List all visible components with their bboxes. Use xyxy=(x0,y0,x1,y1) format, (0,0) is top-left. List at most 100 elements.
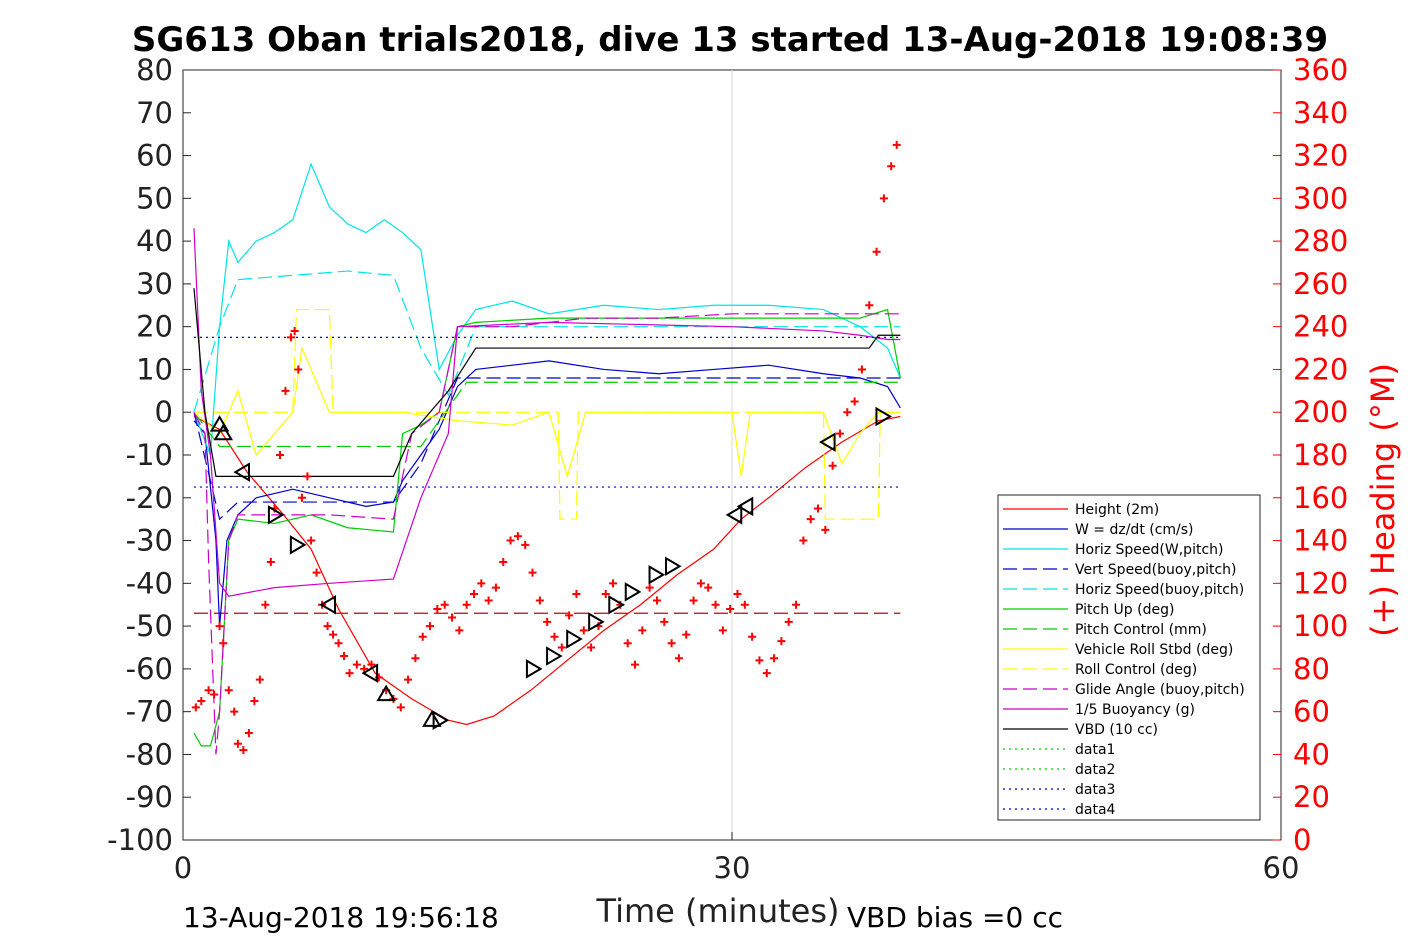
right-axis-label: (+) Heading (°M) xyxy=(1364,363,1402,637)
heading-point xyxy=(843,408,852,417)
left-tick-label: -30 xyxy=(126,524,173,558)
right-tick-label: 360 xyxy=(1293,53,1348,87)
heading-point xyxy=(872,247,881,256)
heading-point xyxy=(312,568,321,577)
triangle-marker xyxy=(525,659,543,679)
left-tick-label: 50 xyxy=(136,181,173,215)
chart-title: SG613 Oban trials2018, dive 13 started 1… xyxy=(132,20,1328,60)
left-tick-label: 80 xyxy=(136,53,173,87)
heading-point xyxy=(455,626,464,635)
series-line-2 xyxy=(193,162,901,456)
left-tick-label: -50 xyxy=(126,609,173,643)
heading-point xyxy=(623,639,632,648)
heading-point xyxy=(770,654,779,663)
legend-label: Pitch Up (deg) xyxy=(1075,602,1174,618)
heading-point xyxy=(784,617,793,626)
heading-point xyxy=(261,600,270,609)
heading-point xyxy=(340,652,349,661)
heading-point xyxy=(334,639,343,648)
heading-point xyxy=(275,451,284,459)
heading-point xyxy=(521,540,530,549)
heading-point xyxy=(418,632,427,641)
triangle-marker xyxy=(267,505,285,525)
heading-point xyxy=(814,504,823,513)
heading-point xyxy=(290,326,299,335)
left-tick-label: -40 xyxy=(126,566,173,600)
heading-point xyxy=(411,654,420,663)
legend-label: Glide Angle (buoy,pitch) xyxy=(1075,682,1245,698)
legend-label: Pitch Control (mm) xyxy=(1075,622,1207,638)
triangle-marker xyxy=(648,565,666,585)
triangle-marker xyxy=(376,684,396,702)
left-tick-label: 40 xyxy=(136,224,173,258)
series-line-11 xyxy=(193,288,901,477)
x-tick-label: 0 xyxy=(174,851,192,885)
heading-point xyxy=(303,472,312,481)
right-tick-label: 200 xyxy=(1293,395,1348,429)
heading-point xyxy=(499,557,508,566)
legend-label: VBD (10 cc) xyxy=(1075,722,1158,738)
heading-point xyxy=(433,605,442,613)
heading-point xyxy=(748,632,757,641)
heading-point xyxy=(191,703,200,712)
x-axis-ticks: 0 30 60 xyxy=(174,832,1299,885)
left-tick-label: -60 xyxy=(126,652,173,686)
heading-point xyxy=(718,626,727,635)
heading-point xyxy=(477,579,486,588)
heading-point xyxy=(733,590,742,599)
heading-point xyxy=(821,525,830,534)
heading-point xyxy=(352,660,361,669)
triangle-marker xyxy=(819,432,836,452)
heading-point xyxy=(506,536,515,545)
legend-label: data1 xyxy=(1075,742,1115,758)
right-tick-label: 180 xyxy=(1293,438,1348,472)
heading-point xyxy=(215,622,224,631)
heading-point xyxy=(638,626,647,635)
left-tick-label: 0 xyxy=(155,395,173,429)
triangle-marker xyxy=(665,556,682,576)
right-tick-label: 240 xyxy=(1293,310,1348,344)
right-axis-ticks: 3603403203002802602402202001801601401201… xyxy=(1273,53,1348,857)
right-tick-label: 280 xyxy=(1293,224,1348,258)
heading-point xyxy=(755,656,764,665)
heading-point xyxy=(601,590,610,599)
left-tick-label: 70 xyxy=(136,96,173,130)
triangle-marker xyxy=(624,582,642,602)
right-tick-label: 60 xyxy=(1293,695,1330,729)
triangle-markers xyxy=(209,406,893,730)
heading-point xyxy=(367,660,376,669)
series-line-3 xyxy=(193,377,901,521)
heading-point xyxy=(799,536,808,545)
right-tick-label: 100 xyxy=(1293,609,1348,643)
left-axis-ticks: 80 70 60 50 40 30 20 10 0 -10 -20 -30 -40 -50 -60 -70 -8… xyxy=(107,53,191,857)
heading-point xyxy=(462,600,471,609)
heading-point xyxy=(535,596,544,605)
heading-point xyxy=(239,746,248,755)
legend-label: Horiz Speed(buoy,pitch) xyxy=(1075,582,1244,598)
right-tick-label: 220 xyxy=(1293,352,1348,386)
legend-entries: Height (2m) W = dz/dt (cm/s) Horiz Speed(W… xyxy=(1003,502,1245,818)
heading-point xyxy=(828,461,837,470)
heading-point xyxy=(528,568,537,577)
series-lines xyxy=(193,162,901,755)
heading-point xyxy=(740,600,749,609)
left-tick-label: 20 xyxy=(136,310,173,344)
heading-point xyxy=(587,643,596,652)
heading-point xyxy=(255,675,264,684)
heading-point xyxy=(281,386,290,395)
heading-point xyxy=(484,596,493,605)
right-tick-label: 0 xyxy=(1293,823,1311,857)
heading-point xyxy=(557,643,566,652)
heading-point xyxy=(513,532,522,541)
legend-label: data2 xyxy=(1075,762,1115,778)
right-tick-label: 120 xyxy=(1293,566,1348,600)
heading-point xyxy=(711,600,720,609)
heading-point xyxy=(682,630,691,639)
left-tick-label: -10 xyxy=(126,438,173,472)
heading-point xyxy=(224,686,233,695)
heading-point xyxy=(360,664,369,673)
right-tick-label: 320 xyxy=(1293,139,1348,173)
legend-label: data4 xyxy=(1075,802,1116,818)
series-line-8 xyxy=(193,308,901,520)
